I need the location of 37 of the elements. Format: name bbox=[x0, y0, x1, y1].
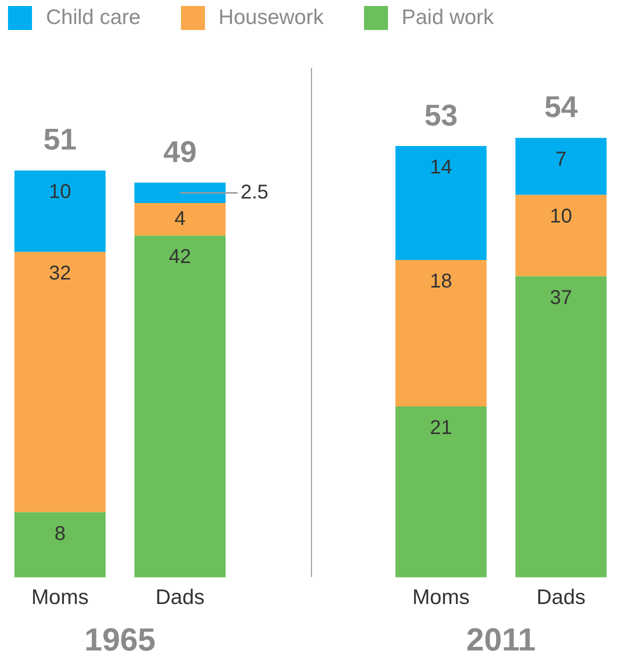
total-label: 49 bbox=[163, 136, 197, 169]
bar bbox=[395, 260, 487, 406]
bar bbox=[134, 203, 226, 236]
bar bbox=[14, 170, 106, 252]
data-label: 18 bbox=[430, 270, 452, 292]
data-label: 4 bbox=[174, 208, 186, 230]
data-label: 21 bbox=[430, 417, 452, 439]
data-label: 10 bbox=[550, 205, 572, 228]
bar bbox=[395, 146, 487, 260]
bar bbox=[515, 194, 607, 276]
total-label: 51 bbox=[43, 124, 77, 157]
total-label: 53 bbox=[424, 99, 458, 132]
bar bbox=[134, 182, 226, 204]
data-label: 37 bbox=[550, 286, 572, 309]
data-label: 14 bbox=[430, 156, 452, 179]
bar bbox=[395, 406, 487, 578]
x-tick-label: Dads bbox=[536, 586, 586, 609]
bar bbox=[515, 276, 607, 578]
data-label: 32 bbox=[48, 262, 72, 284]
data-label: 10 bbox=[48, 180, 72, 203]
data-label: 42 bbox=[168, 246, 192, 268]
bar bbox=[515, 138, 607, 195]
data-label: 8 bbox=[54, 522, 66, 545]
legend-label: Housework bbox=[218, 6, 324, 30]
legend-label: Paid work bbox=[402, 6, 494, 30]
x-tick-label: Dads bbox=[155, 586, 205, 609]
bar bbox=[14, 512, 106, 578]
total-label: 54 bbox=[544, 91, 578, 124]
x-axis-title: 2011 bbox=[466, 622, 536, 658]
bar bbox=[134, 236, 226, 578]
x-tick-label: Moms bbox=[31, 586, 89, 609]
x-tick-label: Moms bbox=[412, 586, 470, 609]
bar bbox=[14, 252, 106, 512]
x-axis-title: 1965 bbox=[84, 622, 156, 658]
legend-label: Child care bbox=[46, 6, 141, 30]
data-label: 2.5 bbox=[240, 181, 268, 204]
data-label: 7 bbox=[555, 148, 567, 170]
